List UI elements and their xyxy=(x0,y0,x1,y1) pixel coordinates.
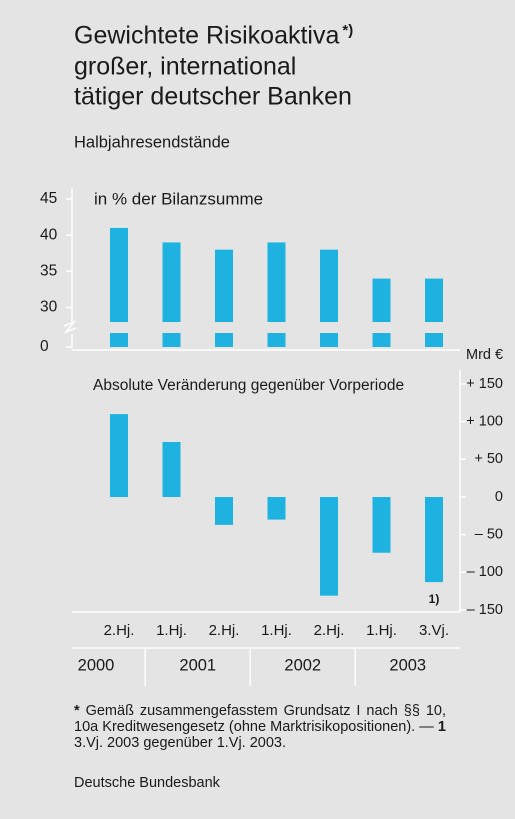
subtitle: Halbjahresendstände xyxy=(74,133,230,151)
bar xyxy=(320,249,338,322)
y2-tick-label: + 100 xyxy=(466,413,503,429)
y2-tick-label: + 150 xyxy=(466,376,503,392)
bar-base xyxy=(320,333,338,347)
annotation: 1) xyxy=(429,592,440,606)
x-tick-label: 3.Vj. xyxy=(419,622,449,639)
bar xyxy=(162,442,181,497)
footnote-mark: * xyxy=(74,703,80,719)
bar xyxy=(425,497,443,583)
y2-tick-label: + 50 xyxy=(474,451,503,467)
axis-break xyxy=(63,320,77,334)
bar xyxy=(267,242,286,322)
bar-base xyxy=(425,333,443,347)
title-line: tätiger deutscher Banken xyxy=(74,83,352,111)
y-tick-label: 0 xyxy=(40,338,49,355)
y-tick-label: 30 xyxy=(40,299,58,316)
bar xyxy=(267,497,286,520)
title-mark: *) xyxy=(342,22,353,39)
footnote-text: 3.Vj. 2003 gegenüber 1.Vj. 2003. xyxy=(74,735,287,751)
bar xyxy=(372,278,391,322)
x-tick-label: 2.Hj. xyxy=(104,622,135,639)
bar xyxy=(110,227,128,322)
bar-base xyxy=(267,333,286,347)
series-label: in % der Bilanzsumme xyxy=(94,189,263,208)
group-label: 2002 xyxy=(284,656,321,674)
y2-tick-label: – 150 xyxy=(467,602,503,618)
x-tick-label: 2.Hj. xyxy=(209,622,240,639)
bar-base xyxy=(215,333,233,347)
footnotes: * Gemäß zusammengefasstem Grundsatz I na… xyxy=(74,703,446,751)
bar xyxy=(215,497,233,525)
footnote-text: Gemäß zusammengefasstem Grundsatz I nach… xyxy=(74,703,446,735)
series-label: Absolute Veränderung gegenüber Vorperiod… xyxy=(93,377,404,394)
title-line: großer, international xyxy=(74,53,296,81)
bar xyxy=(162,242,181,322)
group-label: 2003 xyxy=(389,656,426,674)
x-tick-label: 1.Hj. xyxy=(261,622,292,639)
bar xyxy=(372,497,391,553)
bar xyxy=(215,249,233,322)
y2-tick-label: – 100 xyxy=(467,564,503,580)
y-tick-label: 45 xyxy=(40,190,57,207)
x-tick-label: 1.Hj. xyxy=(366,622,397,639)
bar-base xyxy=(110,333,128,347)
bar xyxy=(425,278,443,322)
x-tick-label: 2.Hj. xyxy=(314,622,345,639)
footnote-mark: 1 xyxy=(437,719,446,735)
y2-tick-label: 0 xyxy=(495,489,503,505)
y2-axis-label: Mrd € xyxy=(466,347,503,363)
bar-base xyxy=(162,333,181,347)
x-tick-label: 1.Hj. xyxy=(156,622,187,639)
source: Deutsche Bundesbank xyxy=(74,775,220,791)
group-label: 2000 xyxy=(78,656,115,674)
bar xyxy=(320,497,338,596)
group-label: 2001 xyxy=(179,656,216,674)
bar-base xyxy=(372,333,391,347)
y-tick-label: 40 xyxy=(40,226,58,243)
y2-tick-label: – 50 xyxy=(475,526,503,542)
bar xyxy=(110,414,128,497)
title-line: Gewichtete Risikoaktiva xyxy=(74,22,339,50)
y-tick-label: 35 xyxy=(40,262,57,279)
